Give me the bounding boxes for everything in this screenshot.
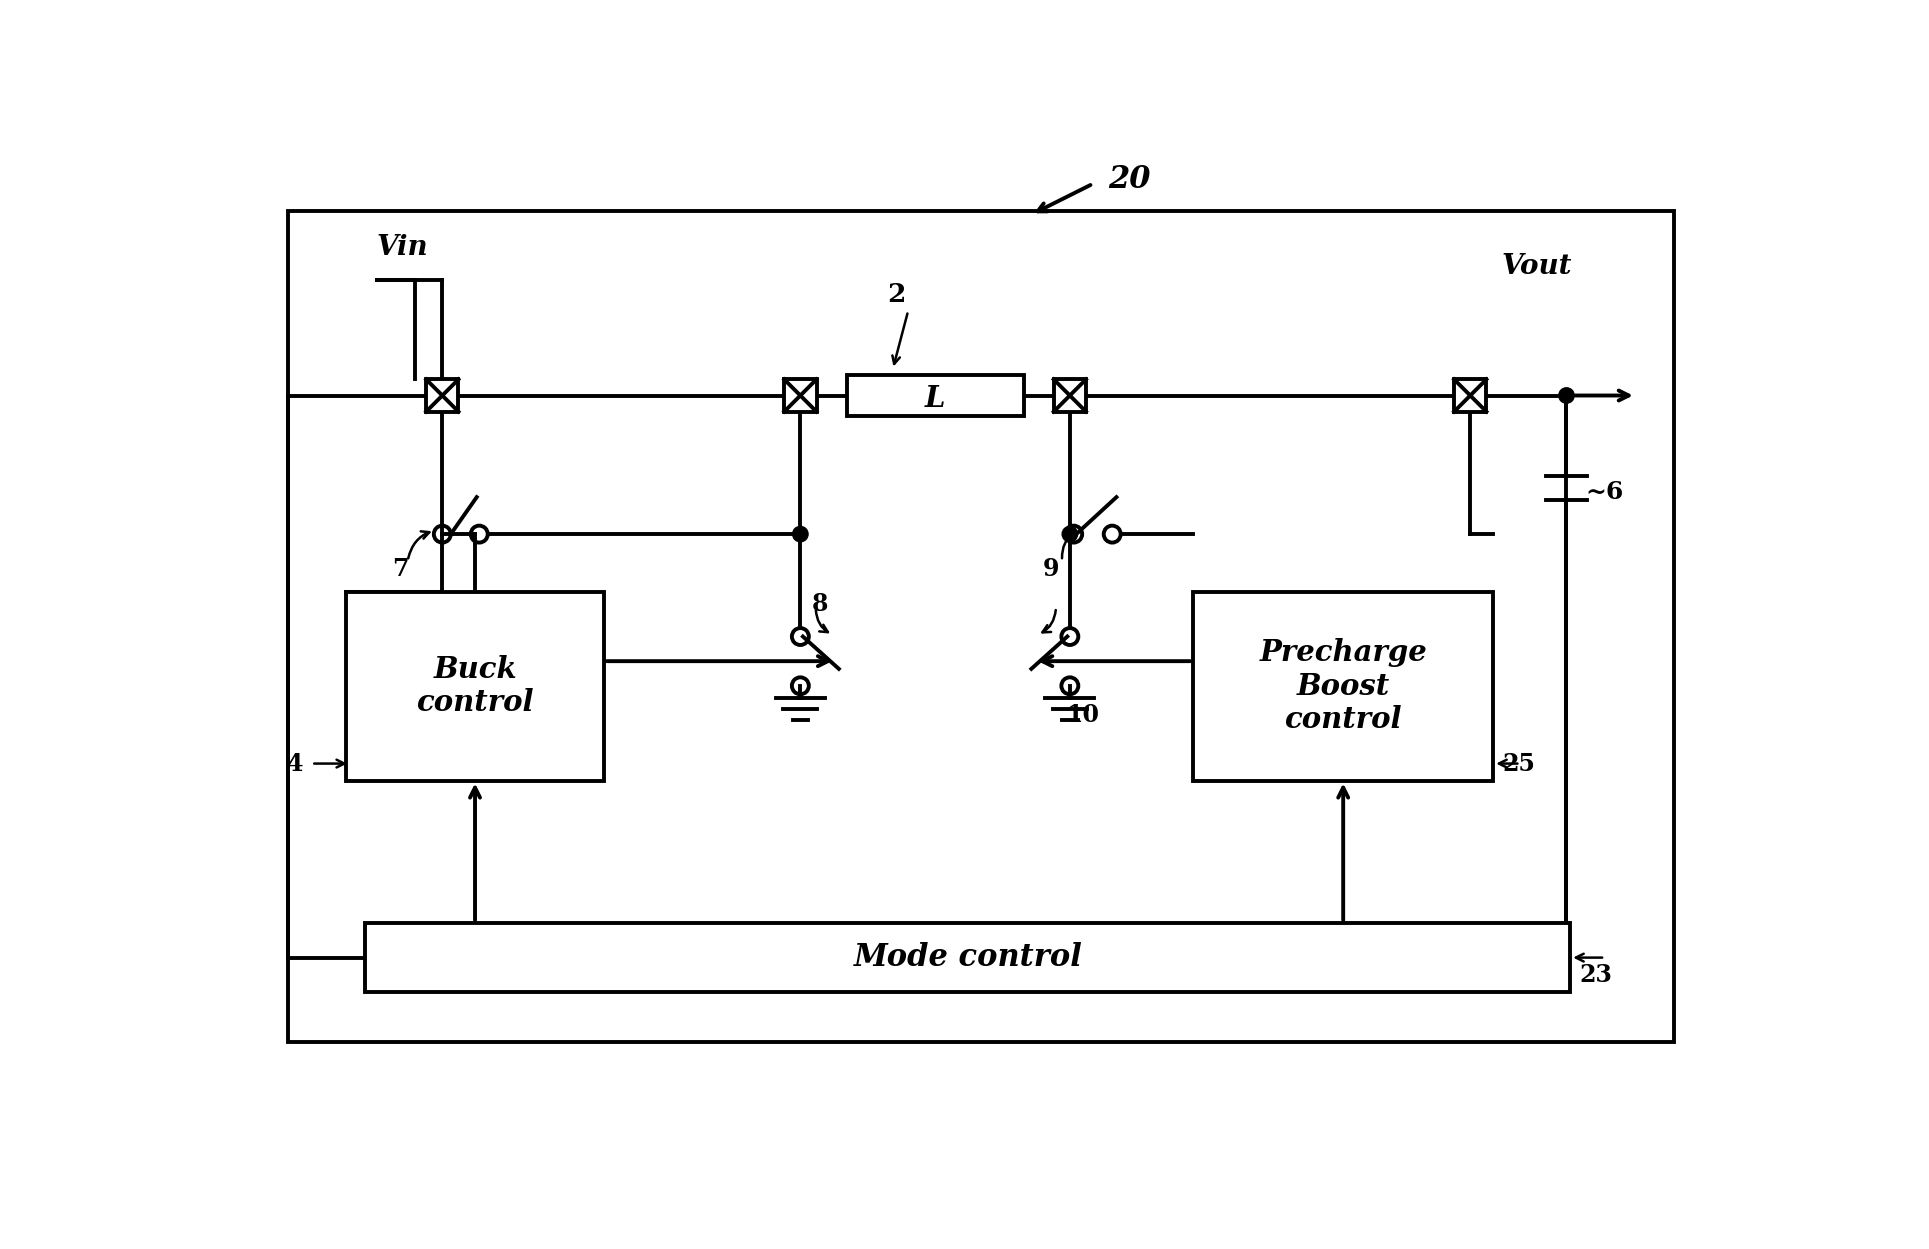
Text: 2: 2	[887, 282, 907, 307]
Text: 7: 7	[392, 557, 409, 581]
Text: L: L	[924, 385, 945, 413]
Bar	[345, 592, 604, 781]
Bar	[1053, 380, 1086, 412]
Text: ~6: ~6	[1586, 480, 1624, 503]
Bar	[365, 923, 1570, 992]
Circle shape	[1063, 526, 1078, 542]
Text: 8: 8	[812, 592, 828, 616]
Text: Mode control: Mode control	[853, 942, 1082, 973]
Text: 10: 10	[1067, 703, 1100, 727]
Circle shape	[793, 526, 808, 542]
Text: Precharge
Boost
control: Precharge Boost control	[1260, 638, 1427, 734]
Text: 23: 23	[1580, 963, 1613, 987]
Text: Vout: Vout	[1501, 254, 1572, 280]
Bar	[1454, 380, 1487, 412]
Bar	[785, 380, 816, 412]
Circle shape	[1559, 387, 1574, 403]
Bar	[847, 376, 1024, 416]
Bar	[1192, 592, 1493, 781]
Text: 4: 4	[287, 752, 303, 776]
Text: 25: 25	[1503, 752, 1535, 776]
Text: 20: 20	[1109, 165, 1152, 195]
Bar	[426, 380, 459, 412]
Bar	[287, 211, 1674, 1043]
Text: Vin: Vin	[376, 234, 428, 261]
Text: Buck
control: Buck control	[417, 654, 534, 717]
Text: 9: 9	[1042, 557, 1059, 581]
